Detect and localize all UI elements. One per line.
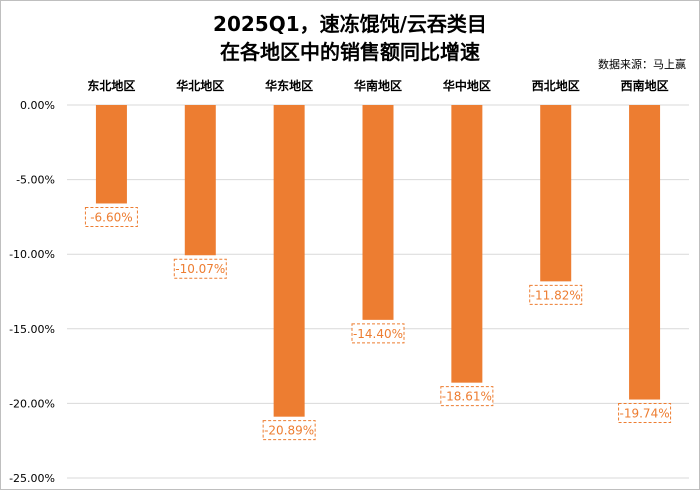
category-label: 西北地区 — [532, 78, 580, 93]
data-label-box — [618, 403, 672, 424]
bar — [540, 105, 572, 282]
y-tick-label: -25.00% — [9, 472, 55, 485]
data-label-box — [173, 258, 227, 279]
bar — [451, 105, 483, 383]
category-label: 华中地区 — [443, 78, 491, 93]
y-tick-label: -20.00% — [9, 397, 55, 410]
data-label-box — [262, 420, 316, 441]
category-label: 西南地区 — [621, 78, 669, 93]
bar — [184, 105, 216, 256]
data-label-box — [84, 206, 138, 227]
chart-title-line-1: 2025Q1，速冻馄饨/云吞类目 — [213, 12, 487, 36]
y-axis: 0.00% -5.00% -10.00% -15.00% -20.00% -25.00% — [9, 99, 55, 485]
data-source-note: 数据来源：马上赢 — [598, 57, 686, 71]
category-label: 华北地区 — [176, 78, 224, 93]
category-label: 华南地区 — [354, 78, 402, 93]
y-tick-label: 0.00% — [20, 99, 55, 112]
data-label: -14.40% — [353, 327, 403, 341]
data-label-box — [351, 323, 405, 344]
y-tick-label: -5.00% — [16, 174, 55, 187]
bar — [629, 105, 661, 400]
y-tick-label: -10.00% — [9, 248, 55, 261]
category-label: 东北地区 — [87, 78, 135, 93]
bar — [273, 105, 305, 417]
category-label: 华东地区 — [265, 78, 313, 93]
bars — [95, 105, 661, 417]
bar — [362, 105, 394, 320]
data-label: -10.07% — [175, 262, 225, 276]
chart-title-line-2: 在各地区中的销售额同比增速 — [220, 40, 480, 64]
y-tick-label: -15.00% — [9, 323, 55, 336]
data-label: -18.61% — [442, 390, 492, 404]
data-label: -20.89% — [264, 424, 314, 438]
data-label: -19.74% — [620, 407, 670, 421]
data-label: -11.82% — [531, 288, 581, 302]
data-label-box — [440, 386, 494, 407]
category-labels: 东北地区 华北地区 华东地区 华南地区 华中地区 西北地区 西南地区 — [87, 78, 668, 93]
data-labels: -6.60% -10.07% -20.89% -14.40% -18.61% -11.82… — [84, 206, 672, 441]
data-label: -6.60% — [90, 210, 132, 224]
bar — [95, 105, 127, 204]
data-label-box — [529, 284, 583, 305]
